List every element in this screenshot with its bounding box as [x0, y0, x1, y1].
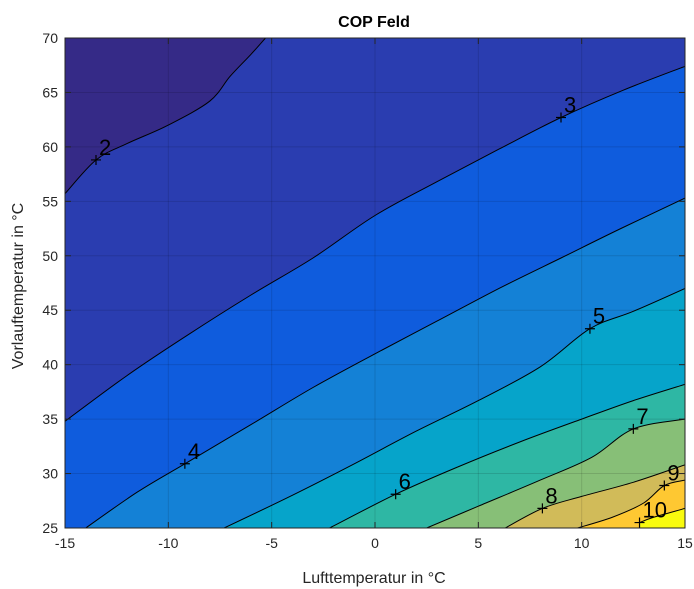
y-tick-label: 35 [42, 411, 58, 427]
x-tick-label: 15 [677, 535, 693, 551]
y-tick-label: 60 [42, 139, 58, 155]
contour-label-marker [537, 503, 548, 514]
x-axis-label: Lufttemperatur in °C [302, 570, 445, 587]
contour-line-3 [65, 65, 685, 422]
x-tick-label: -5 [265, 535, 278, 551]
contour-fill-level-3 [65, 38, 685, 528]
x-tick-label: -10 [158, 535, 178, 551]
y-axis-label: Vorlauftemperatur in °C [10, 203, 27, 369]
contour-label-marker [179, 458, 190, 469]
y-tick-label: 50 [42, 248, 58, 264]
y-tick-label: 30 [42, 466, 58, 482]
contour-label: 3 [564, 92, 576, 117]
contour-label-marker [390, 489, 401, 500]
contour-label-markers [91, 112, 670, 528]
contour-lines [65, 38, 685, 528]
contour-label: 6 [399, 469, 411, 494]
x-tick-label: 0 [371, 535, 379, 551]
x-tick-label: 5 [474, 535, 482, 551]
chart-title: COP Feld [338, 14, 410, 31]
contour-label: 7 [636, 404, 648, 429]
y-tick-label: 65 [42, 84, 58, 100]
contour-line-5 [223, 287, 685, 528]
y-tick-label: 45 [42, 302, 58, 318]
contour-line-7 [426, 418, 685, 528]
contour-label: 5 [593, 304, 605, 329]
contour-label-marker [659, 480, 670, 491]
contour-fills [65, 38, 685, 528]
contour-line-8 [504, 464, 685, 528]
contour-label-marker [634, 517, 645, 528]
contour-label: 10 [643, 498, 667, 523]
contour-label: 9 [667, 461, 679, 486]
contour-fill-level-2 [65, 38, 685, 528]
contour-line-9 [577, 479, 685, 528]
x-tick-label: 10 [574, 535, 590, 551]
contour-label: 4 [188, 439, 200, 464]
contour-label-marker [628, 423, 639, 434]
contour-label: 8 [545, 483, 557, 508]
contour-line-10 [639, 507, 685, 524]
contour-labels: 2 3 4 5 6 7 8 910 [99, 92, 680, 522]
y-tick-label: 40 [42, 357, 58, 373]
contour-label-marker [556, 112, 566, 123]
y-tick-label: 55 [42, 193, 58, 209]
y-tick-label: 25 [42, 520, 58, 536]
contour-line-4 [85, 197, 685, 528]
contour-label-marker [584, 323, 595, 334]
x-axis-ticks: -15 -10 -5 0 5 10 15 [55, 38, 693, 551]
contour-label: 2 [99, 135, 111, 160]
contour-line-2 [65, 38, 266, 195]
contour-label-marker [91, 154, 101, 165]
y-tick-label: 70 [42, 30, 58, 46]
x-tick-label: -15 [55, 535, 75, 551]
